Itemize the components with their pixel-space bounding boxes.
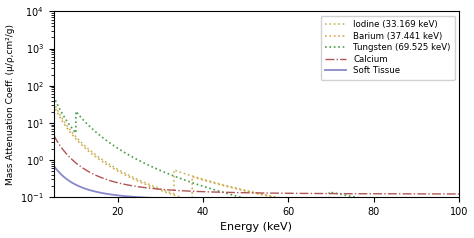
Tungsten (69.525 keV) [354, 196, 359, 199]
Calcium [51, 134, 56, 137]
Iodine (33.169 keV) [125, 173, 130, 176]
Soft Tissue [294, 199, 300, 202]
Tungsten (69.525 keV) [125, 153, 130, 156]
Iodine (33.169 keV) [315, 203, 320, 206]
Calcium [354, 192, 359, 195]
Line: Calcium: Calcium [54, 135, 459, 194]
Legend: Iodine (33.169 keV), Barium (37.441 keV), Tungsten (69.525 keV), Calcium, Soft T: Iodine (33.169 keV), Barium (37.441 keV)… [320, 16, 455, 80]
Line: Iodine (33.169 keV): Iodine (33.169 keV) [54, 102, 459, 225]
X-axis label: Energy (keV): Energy (keV) [220, 223, 292, 233]
Iodine (33.169 keV) [294, 200, 300, 203]
Tungsten (69.525 keV) [456, 212, 462, 215]
Line: Tungsten (69.525 keV): Tungsten (69.525 keV) [54, 96, 459, 217]
Line: Barium (37.441 keV): Barium (37.441 keV) [54, 105, 459, 225]
Barium (37.441 keV) [294, 200, 300, 203]
Iodine (33.169 keV) [354, 210, 359, 213]
Calcium [125, 183, 130, 186]
Iodine (33.169 keV) [206, 179, 211, 182]
Tungsten (69.525 keV) [51, 95, 56, 98]
Calcium [384, 192, 390, 195]
Soft Tissue [384, 199, 390, 202]
Soft Tissue [51, 164, 56, 167]
Tungsten (69.525 keV) [294, 209, 300, 212]
Soft Tissue [456, 199, 462, 202]
Soft Tissue [125, 195, 130, 198]
Line: Soft Tissue: Soft Tissue [54, 166, 459, 201]
Calcium [456, 193, 462, 195]
Calcium [315, 192, 320, 195]
Barium (37.441 keV) [51, 104, 56, 106]
Iodine (33.169 keV) [456, 224, 462, 227]
Soft Tissue [206, 198, 211, 201]
Calcium [294, 192, 300, 195]
Soft Tissue [354, 199, 359, 202]
Y-axis label: Mass Attenuation Coeff. (μ/ρ,cm²/g): Mass Attenuation Coeff. (μ/ρ,cm²/g) [6, 24, 15, 185]
Calcium [206, 190, 211, 193]
Barium (37.441 keV) [384, 215, 390, 218]
Iodine (33.169 keV) [51, 101, 56, 104]
Soft Tissue [315, 199, 320, 202]
Iodine (33.169 keV) [384, 214, 390, 217]
Tungsten (69.525 keV) [384, 201, 390, 204]
Barium (37.441 keV) [206, 180, 211, 183]
Tungsten (69.525 keV) [315, 213, 320, 216]
Tungsten (69.525 keV) [326, 215, 332, 218]
Barium (37.441 keV) [456, 224, 462, 227]
Barium (37.441 keV) [354, 210, 359, 213]
Tungsten (69.525 keV) [206, 187, 211, 189]
Barium (37.441 keV) [125, 175, 130, 178]
Barium (37.441 keV) [315, 204, 320, 207]
